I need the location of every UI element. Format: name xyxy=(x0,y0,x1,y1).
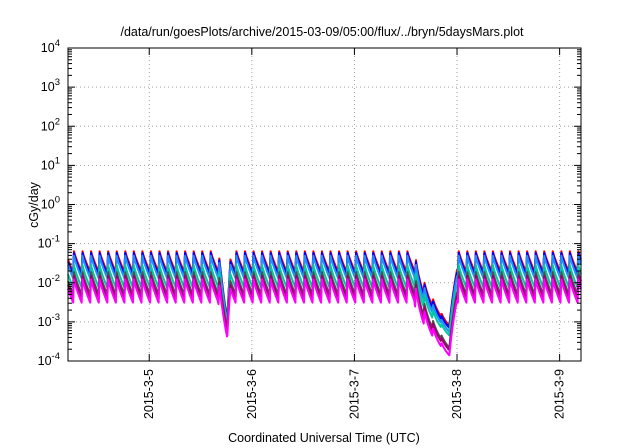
y-tick-label: 10-3 xyxy=(38,312,60,329)
y-axis-label: cGy/day xyxy=(27,181,41,228)
x-tick-label: 2015-3-8 xyxy=(450,369,464,419)
series-line-5 xyxy=(67,271,582,349)
series-lines xyxy=(67,250,582,357)
x-tick-label: 2015-3-6 xyxy=(245,369,259,419)
x-tick-label: 2015-3-9 xyxy=(553,369,567,419)
y-tick-label: 10-4 xyxy=(38,351,60,368)
series-line-7 xyxy=(67,278,582,357)
y-tick-label: 101 xyxy=(41,155,60,172)
x-tick-label: 2015-3-5 xyxy=(142,369,156,419)
y-tick-label: 102 xyxy=(41,116,60,133)
series-line-4 xyxy=(67,264,582,337)
x-axis-label: Coordinated Universal Time (UTC) xyxy=(228,431,420,445)
chart-title: /data/run/goesPlots/archive/2015-03-09/0… xyxy=(120,25,524,39)
y-tick-label: 104 xyxy=(41,38,60,55)
y-tick-label: 10-2 xyxy=(38,273,60,290)
x-tick-label: 2015-3-7 xyxy=(347,369,361,419)
y-tick-label: 100 xyxy=(41,195,60,212)
axis-ticks xyxy=(68,47,581,362)
grid xyxy=(68,48,581,361)
tick-labels: 10-4 10-3 10-2 10-1 100 101 102 103 104 2015-3-5 2… xyxy=(38,38,567,419)
y-tick-label: 103 xyxy=(41,77,60,94)
series-line-3 xyxy=(67,254,582,334)
y-tick-label: 10-1 xyxy=(38,234,60,251)
series-line-6 xyxy=(67,274,582,352)
